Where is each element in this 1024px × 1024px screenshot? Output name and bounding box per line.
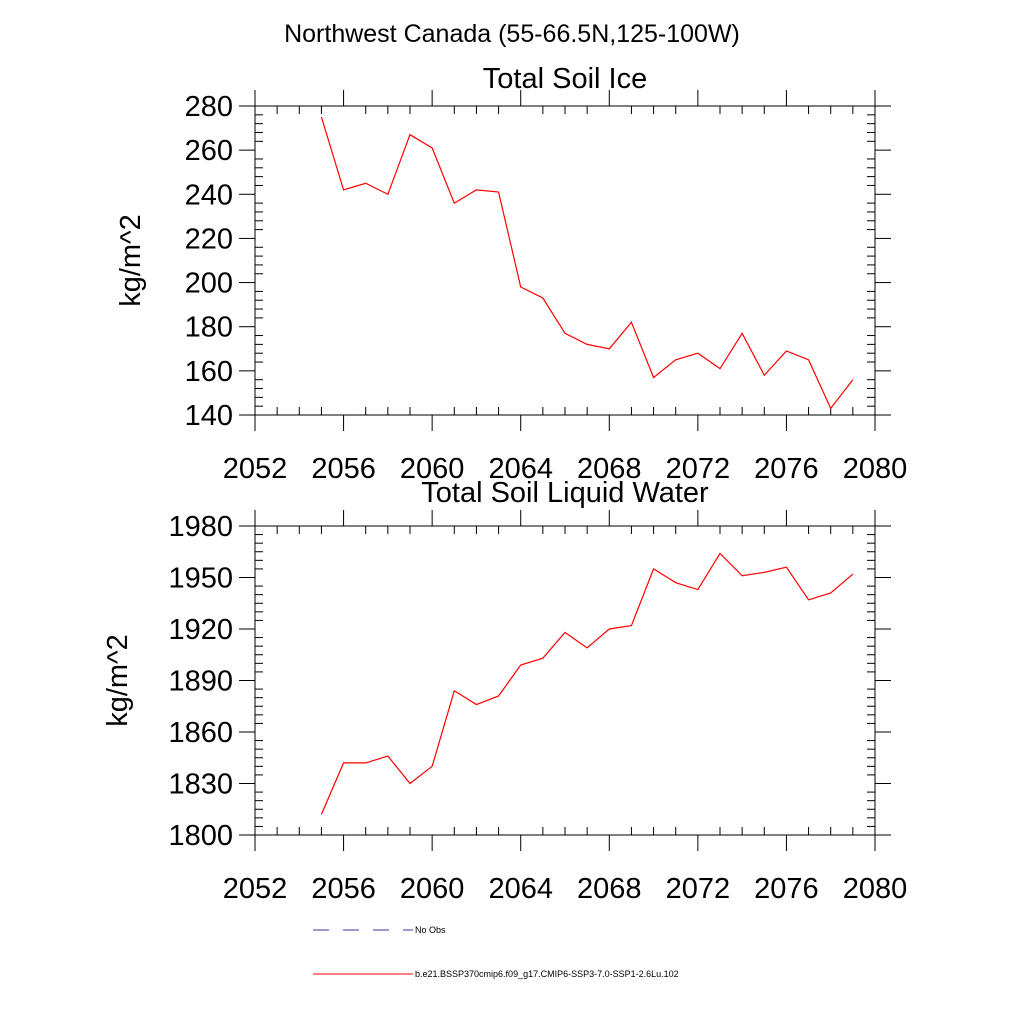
chart-1-ytick-label: 1890: [168, 666, 233, 698]
chart-0-ytick-label: 200: [185, 268, 233, 300]
chart-0-ytick-label: 220: [185, 223, 233, 255]
page-title: Northwest Canada (55-66.5N,125-100W): [284, 20, 740, 48]
legend-label-model: b.e21.BSSP370cmip6.f09_g17.CMIP6-SSP3-7.…: [415, 969, 679, 979]
chart-1-frame: [254, 525, 876, 836]
chart-0-xtick-label: 2068: [577, 453, 642, 485]
chart-0-ytick-label: 140: [185, 400, 233, 432]
chart-1-ytick-label: 1830: [168, 769, 233, 801]
chart-1-xtick-label: 2052: [223, 873, 288, 905]
chart-0-series-line: [320, 116, 854, 410]
chart-1-xtick-label: 2060: [400, 873, 465, 905]
chart-0-title: Total Soil Ice: [483, 63, 647, 95]
chart-0-ylabel: kg/m^2: [115, 214, 147, 307]
chart-0-ytick-label: 260: [185, 135, 233, 167]
chart-1-xtick-label: 2064: [488, 873, 553, 905]
chart-1-ytick-label: 1860: [168, 717, 233, 749]
chart-0-ytick-label: 240: [185, 179, 233, 211]
chart-0-xtick-label: 2076: [754, 453, 819, 485]
chart-1-xtick-label: 2072: [666, 873, 731, 905]
chart-0-xtick-label: 2052: [223, 453, 288, 485]
chart-1-ytick-label: 1800: [168, 820, 233, 852]
chart-0-xtick-label: 2080: [843, 453, 908, 485]
chart-1-title: Total Soil Liquid Water: [421, 477, 709, 509]
chart-panel-soil-liquid-water: Total Soil Liquid Water kg/m^2 2052 2056 206…: [102, 477, 907, 905]
chart-1-ylabel: kg/m^2: [102, 634, 134, 727]
chart-1-xtick-label: 2080: [843, 873, 908, 905]
chart-0-xtick-label: 2064: [488, 453, 553, 485]
chart-1-xtick-label: 2068: [577, 873, 642, 905]
legend: No Obs b.e21.BSSP370cmip6.f09_g17.CMIP6-…: [313, 925, 679, 979]
chart-0-ytick-label: 160: [185, 356, 233, 388]
chart-1-ytick-label: 1980: [168, 511, 233, 543]
legend-label-no-obs: No Obs: [415, 925, 446, 935]
chart-0-ytick-label: 280: [185, 91, 233, 123]
chart-0-xtick-label: 2072: [666, 453, 731, 485]
chart-0-ytick-label: 180: [185, 312, 233, 344]
chart-1-series-line: [320, 552, 854, 815]
chart-1-xtick-label: 2076: [754, 873, 819, 905]
chart-0-xtick-label: 2056: [311, 453, 376, 485]
chart-0-frame: [254, 105, 876, 416]
chart-0-xtick-label: 2060: [400, 453, 465, 485]
chart-1-ytick-label: 1950: [168, 563, 233, 595]
chart-1-ytick-label: 1920: [168, 614, 233, 646]
chart-panel-soil-ice: Total Soil Ice kg/m^2 2052 2056 2060 2064 2068…: [115, 63, 907, 485]
chart-1-xtick-label: 2056: [311, 873, 376, 905]
